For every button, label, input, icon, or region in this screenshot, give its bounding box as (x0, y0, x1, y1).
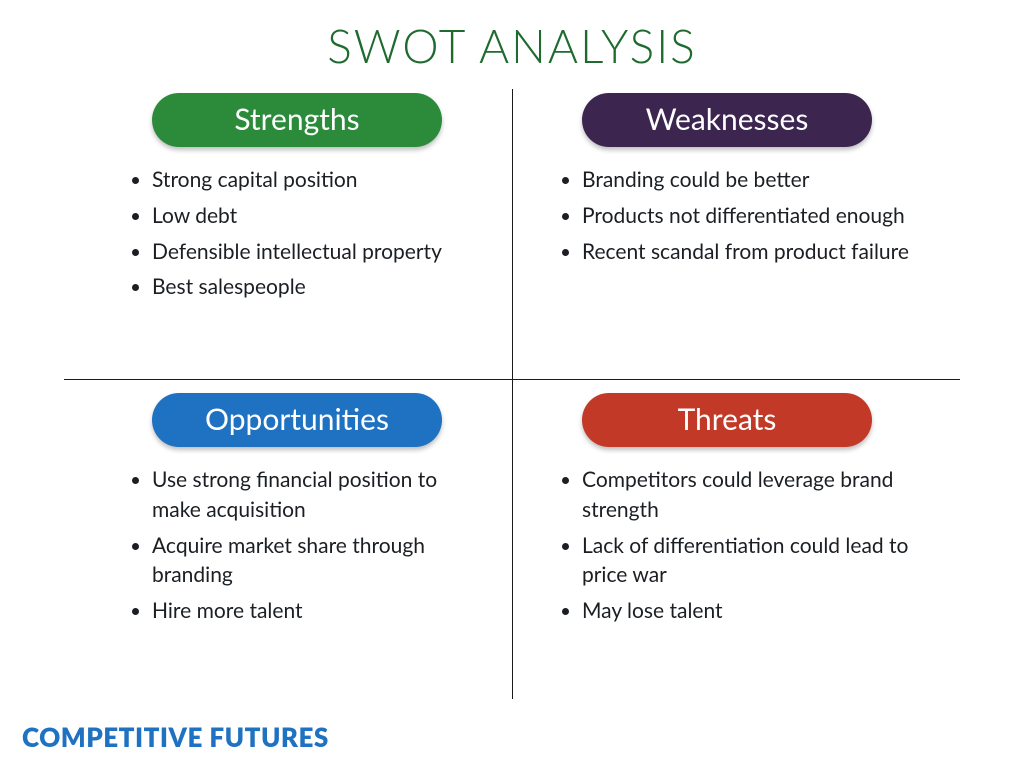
quadrant-threats: Threats Competitors could leverage brand… (512, 379, 942, 689)
list-item: Use strong financial position to make ac… (152, 465, 480, 525)
quadrant-strengths: Strengths Strong capital position Low de… (82, 79, 512, 379)
footer-brand: COMPETITIVE FUTURES (22, 721, 329, 753)
quadrant-opportunities: Opportunities Use strong financial posit… (82, 379, 512, 689)
list-item: Low debt (152, 201, 480, 231)
opportunities-pill: Opportunities (152, 393, 442, 447)
list-item: Products not differentiated enough (582, 201, 910, 231)
swot-grid: Strengths Strong capital position Low de… (82, 79, 942, 699)
list-item: Defensible intellectual property (152, 237, 480, 267)
list-item: Best salespeople (152, 272, 480, 302)
strengths-list: Strong capital position Low debt Defensi… (108, 165, 486, 302)
threats-list: Competitors could leverage brand strengt… (538, 465, 916, 626)
threats-pill: Threats (582, 393, 872, 447)
list-item: Lack of differentiation could lead to pr… (582, 531, 910, 591)
weaknesses-list: Branding could be better Products not di… (538, 165, 916, 266)
list-item: Recent scandal from product failure (582, 237, 910, 267)
page-title: SWOT ANALYSIS (0, 0, 1024, 79)
strengths-pill: Strengths (152, 93, 442, 147)
list-item: Acquire market share through branding (152, 531, 480, 591)
list-item: Branding could be better (582, 165, 910, 195)
list-item: Competitors could leverage brand strengt… (582, 465, 910, 525)
quadrant-weaknesses: Weaknesses Branding could be better Prod… (512, 79, 942, 379)
weaknesses-pill: Weaknesses (582, 93, 872, 147)
list-item: May lose talent (582, 596, 910, 626)
list-item: Strong capital position (152, 165, 480, 195)
list-item: Hire more talent (152, 596, 480, 626)
opportunities-list: Use strong financial position to make ac… (108, 465, 486, 626)
